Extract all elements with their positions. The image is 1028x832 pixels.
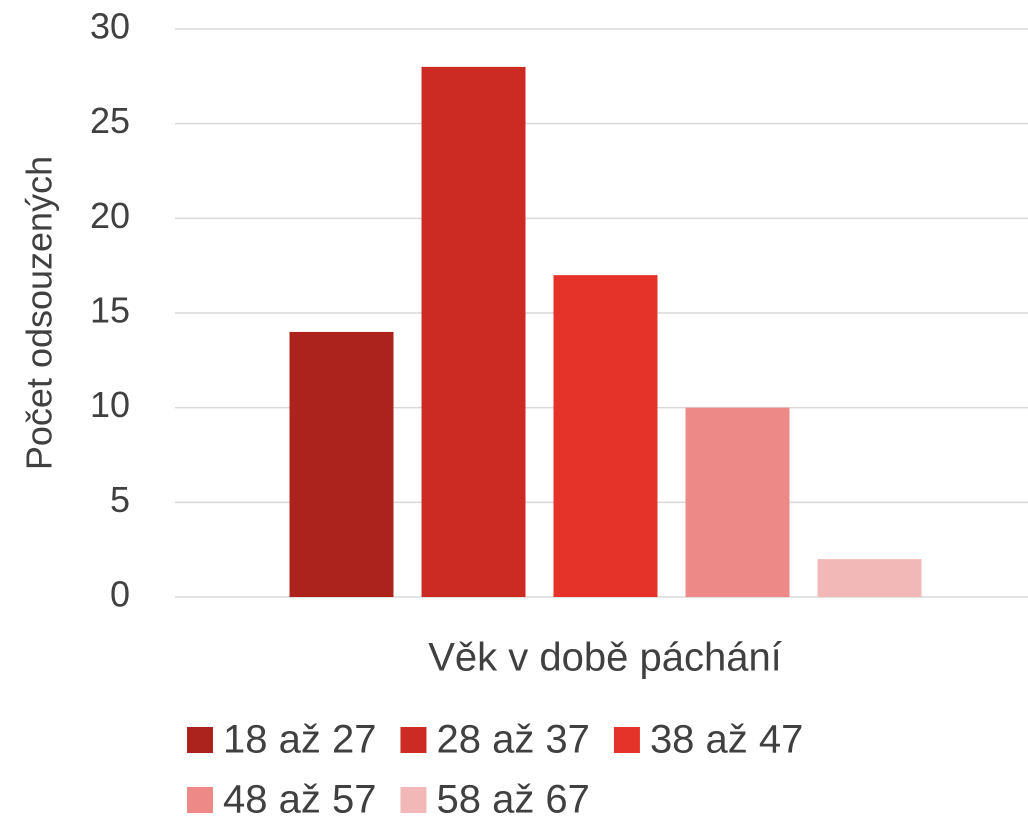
legend-swatch — [613, 727, 640, 753]
legend-label: 28 až 37 — [436, 718, 589, 762]
bar — [289, 331, 394, 597]
bar — [553, 275, 658, 597]
y-axis-title: Počet odsouzených — [19, 156, 60, 470]
bar — [685, 407, 790, 597]
y-tick-label: 30 — [90, 6, 130, 47]
y-tick-label: 5 — [110, 479, 130, 520]
legend-label: 48 až 57 — [223, 778, 376, 822]
y-tick-label: 20 — [90, 195, 130, 236]
legend-label: 18 až 27 — [223, 718, 376, 762]
legend-swatch — [400, 787, 427, 813]
legend-swatch — [400, 727, 427, 753]
legend-swatch — [187, 787, 213, 813]
bar — [817, 559, 922, 597]
legend-label: 58 až 67 — [436, 778, 589, 822]
y-tick-label: 0 — [110, 574, 130, 615]
y-tick-label: 10 — [90, 384, 130, 425]
legend-swatch — [187, 727, 213, 753]
x-axis-title: Věk v době páchání — [428, 636, 782, 680]
y-tick-label: 15 — [90, 290, 130, 331]
bar — [421, 66, 526, 597]
y-tick-label: 25 — [90, 100, 130, 141]
legend-label: 38 až 47 — [650, 718, 803, 762]
